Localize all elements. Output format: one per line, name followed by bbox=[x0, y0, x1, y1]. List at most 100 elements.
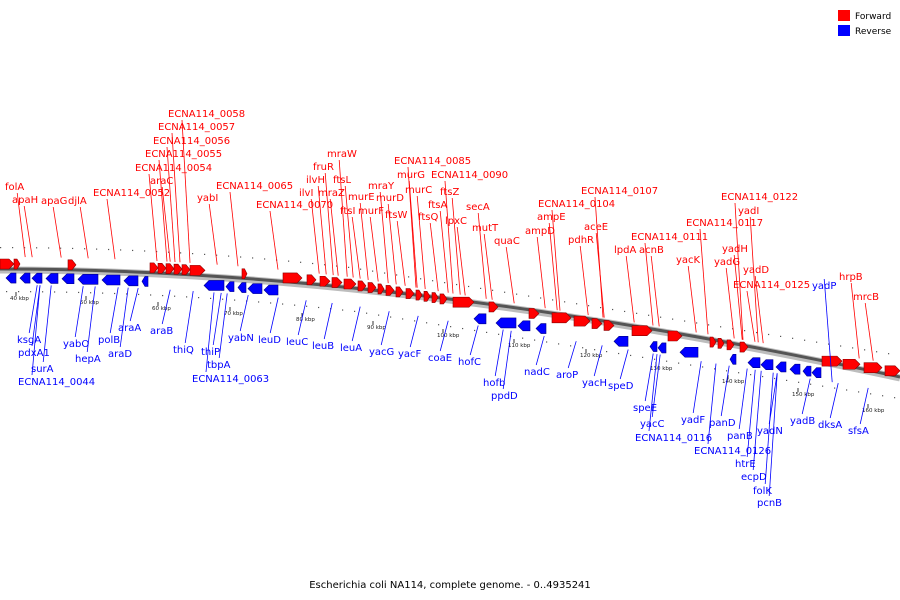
forward-gene-label: mraW bbox=[327, 149, 357, 160]
forward-gene-label: lpxC bbox=[445, 216, 467, 227]
minor-tick-dot bbox=[648, 314, 650, 316]
reverse-gene-label: ksgA bbox=[17, 335, 41, 346]
forward-gene-label-leader bbox=[208, 203, 218, 265]
minor-tick-dot bbox=[864, 349, 866, 351]
minor-tick-dot bbox=[240, 256, 242, 258]
forward-gene-arrow bbox=[603, 320, 615, 331]
reverse-gene-label: polB bbox=[98, 335, 120, 346]
minor-tick-dot bbox=[318, 306, 320, 309]
reverse-gene-label-leader bbox=[768, 373, 778, 497]
minor-tick-dot bbox=[384, 272, 386, 274]
forward-gene-label-leader bbox=[171, 132, 181, 263]
reverse-gene-arrow bbox=[729, 353, 737, 365]
reverse-gene-label: pcnB bbox=[757, 498, 782, 509]
reverse-gene-label: ECNA114_0063 bbox=[192, 374, 269, 385]
forward-gene-label: ftsI bbox=[340, 206, 355, 217]
minor-tick-dot bbox=[264, 258, 266, 260]
reverse-gene-label-leader bbox=[823, 278, 833, 383]
minor-tick-dot bbox=[606, 351, 608, 353]
reverse-gene-label: dksA bbox=[818, 420, 842, 431]
scale-tick-label: 140 kbp bbox=[722, 379, 745, 385]
reverse-gene-label-leader bbox=[648, 354, 658, 432]
forward-gene-arrow bbox=[415, 289, 423, 301]
minor-tick-dot bbox=[270, 302, 272, 304]
forward-gene-label-leader bbox=[451, 197, 461, 295]
minor-tick-dot bbox=[732, 328, 734, 330]
forward-gene-label: yadH bbox=[722, 244, 748, 255]
forward-gene-arrow bbox=[367, 282, 377, 293]
forward-gene-arrow bbox=[0, 258, 15, 270]
minor-tick-dot bbox=[300, 261, 302, 263]
reverse-gene-label: ppdD bbox=[491, 391, 518, 402]
forward-gene-label: folA bbox=[5, 182, 24, 193]
reverse-gene-arrow bbox=[101, 274, 121, 286]
forward-gene-arrow bbox=[573, 315, 591, 327]
forward-gene-label: ECNA114_0056 bbox=[153, 136, 230, 147]
reverse-gene-label-leader bbox=[380, 311, 390, 346]
minor-tick-dot bbox=[372, 270, 374, 272]
minor-tick-dot bbox=[636, 312, 638, 314]
reverse-gene-label-leader bbox=[212, 292, 222, 346]
reverse-gene-label-leader bbox=[707, 363, 717, 445]
forward-gene-label-leader bbox=[161, 186, 171, 262]
forward-gene-arrow bbox=[405, 288, 415, 299]
forward-gene-label: lpdA bbox=[614, 245, 636, 256]
reverse-gene-arrow bbox=[811, 367, 822, 378]
forward-gene-arrow bbox=[165, 263, 175, 275]
reverse-gene-label: folK bbox=[753, 486, 772, 497]
forward-gene-label: aceE bbox=[584, 222, 608, 233]
reverse-gene-label-leader bbox=[31, 285, 41, 376]
forward-gene-arrow bbox=[528, 308, 540, 319]
forward-gene-arrow bbox=[423, 291, 431, 302]
forward-gene-arrow bbox=[377, 283, 385, 295]
minor-tick-dot bbox=[570, 345, 572, 347]
minor-tick-dot bbox=[780, 335, 782, 337]
reverse-gene-arrow bbox=[473, 313, 487, 325]
forward-gene-label: ECNA114_0111 bbox=[631, 232, 708, 243]
reverse-gene-label-leader bbox=[205, 292, 215, 373]
gene-arrows bbox=[0, 258, 900, 378]
reverse-gene-label-leader bbox=[801, 378, 811, 415]
reverse-gene-arrow bbox=[657, 342, 667, 354]
minor-tick-dot bbox=[684, 320, 686, 322]
forward-gene-label: ECNA114_0107 bbox=[581, 186, 658, 197]
forward-gene-arrow bbox=[173, 263, 183, 275]
minor-tick-dot bbox=[204, 253, 206, 255]
forward-gene-label: yacK bbox=[676, 255, 701, 266]
forward-gene-label-leader bbox=[329, 198, 339, 276]
minor-tick-dot bbox=[168, 251, 170, 253]
minor-tick-dot bbox=[306, 305, 308, 307]
forward-gene-arrow bbox=[306, 274, 317, 286]
minor-tick-dot bbox=[870, 393, 872, 395]
reverse-gene-arrow bbox=[495, 317, 517, 329]
minor-tick-dot bbox=[882, 395, 884, 397]
reverse-gene-label: ECNA114_0044 bbox=[18, 377, 95, 388]
forward-gene-label: ftsZ bbox=[440, 187, 459, 198]
forward-gene-label: pdhR bbox=[568, 235, 594, 246]
forward-gene-label-leader bbox=[351, 216, 361, 279]
forward-gene-label: apaG bbox=[41, 196, 67, 207]
forward-gene-arrow bbox=[439, 293, 448, 305]
minor-tick-dot bbox=[36, 247, 38, 249]
minor-tick-dot bbox=[288, 260, 290, 262]
reverse-gene-arrow bbox=[247, 283, 263, 294]
reverse-gene-label: yabN bbox=[228, 333, 254, 344]
minor-tick-dot bbox=[132, 249, 134, 252]
reverse-gene-label-leader bbox=[269, 297, 279, 334]
forward-gene-arrow bbox=[863, 362, 883, 373]
minor-tick-dot bbox=[888, 353, 890, 355]
forward-gene-arrow bbox=[181, 264, 191, 275]
reverse-gene-label: yadP bbox=[812, 281, 836, 292]
minor-tick-dot bbox=[498, 333, 500, 335]
forward-gene-label-leader bbox=[148, 173, 158, 262]
reverse-gene-label-leader bbox=[738, 368, 748, 430]
minor-tick-dot bbox=[480, 287, 482, 289]
minor-tick-dot bbox=[180, 252, 182, 254]
minor-tick-dot bbox=[90, 292, 92, 294]
reverse-gene-label-leader bbox=[502, 330, 512, 390]
forward-gene-label: ECNA114_0054 bbox=[135, 163, 212, 174]
forward-gene-label-leader bbox=[416, 195, 426, 290]
forward-gene-label-leader bbox=[52, 206, 62, 258]
